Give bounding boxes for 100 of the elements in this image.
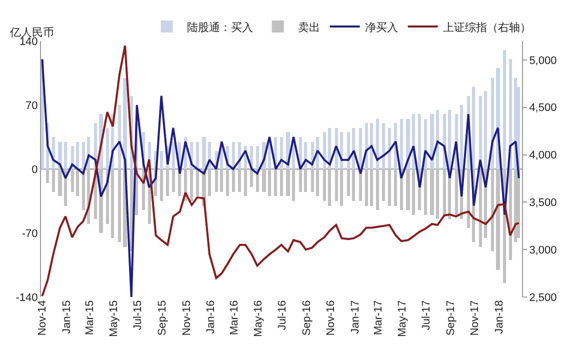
bar — [292, 169, 295, 201]
bar — [196, 142, 199, 169]
bar — [76, 142, 79, 169]
x-tick-label: Sep-17 — [445, 300, 458, 336]
x-tick-label: Sep-15 — [156, 300, 169, 336]
y2-tick-label: 5,000 — [529, 54, 557, 67]
bar — [455, 169, 458, 215]
bar — [232, 142, 235, 169]
bar — [76, 169, 79, 196]
y2-tick-label: 4,500 — [529, 102, 557, 114]
bar — [370, 123, 373, 169]
bar — [280, 169, 283, 196]
bar — [448, 110, 451, 169]
bar — [347, 169, 350, 196]
bar — [382, 123, 385, 169]
bar — [460, 105, 463, 169]
bar — [111, 169, 114, 238]
y2-tick-label: 4,000 — [529, 150, 557, 162]
bar — [436, 169, 439, 219]
bar — [160, 151, 163, 169]
bar — [52, 169, 55, 192]
x-tick-label: Mar-15 — [84, 300, 96, 336]
bar — [160, 169, 163, 201]
x-tick-label: Nov-16 — [325, 300, 338, 336]
bar — [430, 169, 434, 215]
bar — [382, 169, 385, 201]
legend-label: 陆股通：买入 — [186, 20, 253, 34]
legend-label: 上证综指（右轴） — [442, 20, 531, 34]
bar — [118, 169, 121, 242]
bar — [323, 169, 326, 201]
bar — [472, 87, 475, 169]
x-tick-label: Nov-14 — [36, 300, 49, 336]
bar — [503, 50, 506, 169]
x-tick-label: May-16 — [252, 300, 265, 337]
bar — [335, 169, 338, 201]
bar — [280, 137, 283, 169]
bar — [215, 169, 218, 192]
bar — [202, 137, 206, 169]
bar — [479, 169, 482, 247]
bar — [172, 169, 175, 192]
bar — [190, 169, 193, 201]
bar — [208, 169, 211, 196]
x-tick-label: Jul-15 — [132, 300, 144, 330]
bar — [304, 169, 307, 192]
x-tick-label: Jan-16 — [204, 300, 217, 334]
bar — [166, 169, 169, 196]
bar — [424, 169, 427, 215]
bar — [311, 169, 314, 192]
bar — [388, 128, 391, 169]
bar — [58, 169, 62, 196]
bar — [106, 128, 109, 169]
bar — [509, 169, 512, 260]
bar — [316, 169, 319, 196]
bar — [394, 169, 397, 206]
bar — [514, 169, 517, 242]
y-tick-label: 0 — [32, 164, 38, 176]
bar — [412, 169, 415, 215]
bar — [400, 119, 403, 169]
y2-tick-label: 3,500 — [529, 197, 557, 210]
y2-tick-label: 2,500 — [529, 292, 557, 304]
legend-label: 卖出 — [298, 20, 320, 34]
bar — [370, 169, 373, 206]
bar — [359, 128, 362, 169]
bar — [299, 169, 302, 192]
bar — [226, 169, 229, 196]
x-tick-label: Mar-17 — [372, 300, 385, 336]
x-tick-label: Nov-17 — [469, 300, 482, 336]
bar — [484, 91, 487, 169]
bar — [196, 169, 199, 196]
bar — [232, 169, 235, 192]
bar — [46, 169, 49, 183]
bar — [220, 169, 223, 192]
x-tick-label: May-17 — [396, 300, 409, 337]
bar — [467, 169, 470, 228]
x-tick-label: Jul-16 — [276, 300, 289, 330]
bar — [496, 169, 500, 270]
x-tick-label: Sep-16 — [301, 300, 314, 336]
bar — [250, 169, 253, 187]
bar — [71, 169, 74, 192]
bar — [340, 169, 343, 206]
bar — [491, 169, 494, 251]
x-tick-label: Jan-18 — [493, 300, 506, 334]
x-tick-label: Nov-15 — [180, 300, 193, 336]
bar — [274, 169, 277, 196]
bar — [388, 169, 391, 206]
legend-label: 净买入 — [364, 20, 398, 34]
bar — [82, 169, 85, 210]
bar — [365, 169, 368, 206]
bar — [118, 105, 121, 169]
bar — [443, 169, 446, 215]
bar — [347, 132, 350, 169]
bar — [430, 114, 434, 169]
bar — [418, 114, 421, 169]
bar — [352, 169, 355, 201]
y2-tick-label: 3,000 — [529, 244, 557, 256]
bar — [268, 169, 271, 196]
bar — [238, 169, 241, 192]
x-tick-label: May-15 — [108, 300, 120, 337]
bar — [82, 142, 85, 169]
bar — [328, 128, 331, 169]
